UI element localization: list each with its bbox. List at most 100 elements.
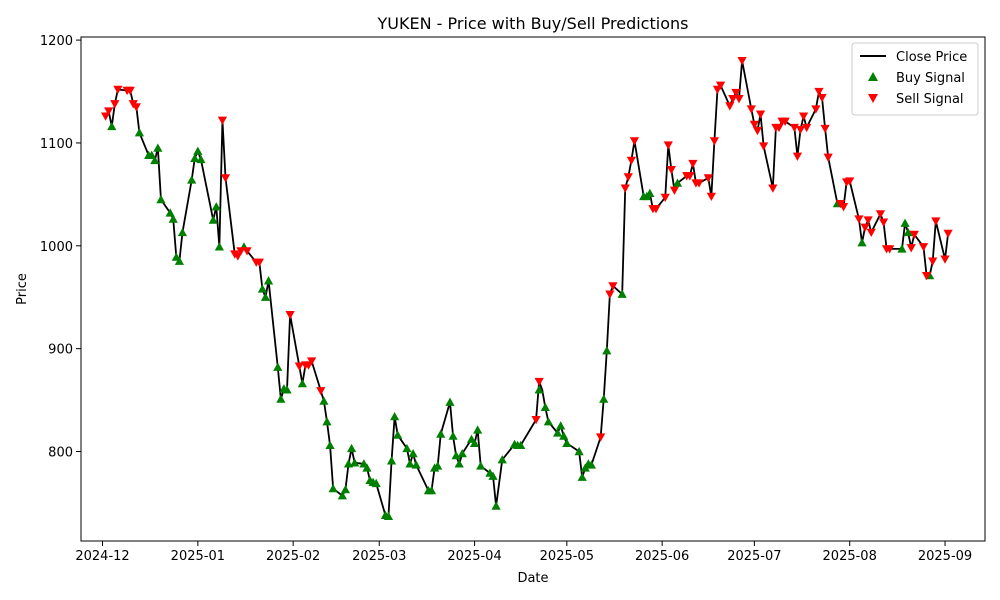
sell-signal-marker xyxy=(531,415,541,425)
sell-signal-marker xyxy=(100,112,111,121)
sell-signal-marker xyxy=(715,81,726,90)
sell-signal-marker xyxy=(236,247,246,256)
buy-signal-marker xyxy=(211,202,221,211)
buy-signal-marker xyxy=(457,448,467,458)
sell-signal-marker xyxy=(814,87,824,97)
y-tick-label: 800 xyxy=(48,446,73,461)
buy-signal-marker xyxy=(543,417,553,426)
sell-signal-marker xyxy=(660,193,670,203)
buy-signal-marker xyxy=(393,430,403,439)
sell-signal-marker xyxy=(798,112,809,121)
buy-signal-marker xyxy=(586,460,597,469)
x-tick-label: 2025-08 xyxy=(823,549,877,564)
sell-signal-marker xyxy=(316,387,326,396)
sell-signal-marker xyxy=(795,125,806,135)
buy-signal-marker xyxy=(190,153,200,163)
sell-signal-marker xyxy=(752,126,763,136)
buy-signal-marker xyxy=(214,242,224,251)
buy-signal-marker xyxy=(497,455,507,464)
sell-signal-marker xyxy=(928,257,938,266)
sell-signal-marker xyxy=(731,88,741,98)
buy-signal-marker xyxy=(448,431,458,440)
sell-signal-marker xyxy=(774,123,784,133)
legend-label-buy-signal: Buy Signal xyxy=(896,71,965,86)
buy-signal-marker xyxy=(602,346,612,355)
buy-signal-marker xyxy=(454,459,464,468)
sell-signal-marker xyxy=(860,223,870,232)
sell-signal-marker xyxy=(685,172,695,181)
buy-signal-marker xyxy=(540,402,550,411)
sell-signal-marker xyxy=(909,230,919,240)
x-axis-title: Date xyxy=(517,571,548,586)
buy-signal-marker xyxy=(903,227,913,237)
sell-signal-marker xyxy=(725,102,735,111)
buy-signal-marker xyxy=(208,215,218,224)
sell-signal-marker xyxy=(294,362,304,371)
sell-signal-marker xyxy=(104,107,114,116)
buy-signal-marker xyxy=(426,486,437,495)
buy-signal-marker xyxy=(153,143,163,152)
sell-signal-marker xyxy=(242,247,252,256)
y-tick-label: 1000 xyxy=(40,240,73,255)
sell-signal-marker xyxy=(688,159,698,169)
buy-signal-marker xyxy=(556,421,566,430)
buy-signal-marker xyxy=(408,448,418,458)
legend-label-sell-signal: Sell Signal xyxy=(896,92,964,107)
sell-signal-marker xyxy=(620,184,630,193)
buy-signal-marker xyxy=(276,394,286,403)
x-tick-label: 2025-04 xyxy=(447,549,501,564)
sell-signal-marker xyxy=(728,95,738,104)
buy-signal-marker xyxy=(857,238,867,247)
sell-signal-marker xyxy=(651,205,661,214)
sell-signal-marker xyxy=(706,192,716,202)
sell-signal-marker xyxy=(746,105,756,114)
sell-signal-marker xyxy=(666,166,676,175)
buy-signal-marker xyxy=(297,379,307,388)
sell-signal-marker xyxy=(307,357,317,366)
sell-signal-marker xyxy=(254,258,264,267)
sell-signal-marker xyxy=(875,210,886,219)
buy-signal-marker xyxy=(577,472,587,481)
sell-signal-marker xyxy=(734,95,744,104)
y-axis-title: Price xyxy=(15,273,30,305)
buy-signal-marker xyxy=(177,227,188,237)
buy-signal-marker xyxy=(672,178,683,187)
y-axis: 800 900 1000 1100 1200 xyxy=(40,34,81,461)
buy-signal-marker xyxy=(273,362,283,371)
buy-signal-marker xyxy=(371,478,381,488)
buy-signal-marker xyxy=(491,501,501,510)
buy-signal-marker xyxy=(436,429,446,438)
legend-label-close-price: Close Price xyxy=(896,50,967,65)
buy-signal-marker xyxy=(559,431,569,440)
sell-signal-marker xyxy=(921,271,932,281)
buy-signal-marker xyxy=(346,443,357,453)
y-tick-label: 1200 xyxy=(40,34,73,49)
plot-frame xyxy=(80,36,986,542)
y-tick-label: 1100 xyxy=(40,137,73,152)
x-tick-label: 2024-12 xyxy=(75,549,129,564)
sell-signal-marker xyxy=(823,153,833,162)
sell-signal-marker xyxy=(768,184,778,193)
sell-signal-marker xyxy=(663,141,673,150)
buy-signal-marker xyxy=(645,188,655,198)
sell-signal-marker xyxy=(703,174,713,183)
sell-signal-marker xyxy=(709,137,720,146)
buy-signal-marker xyxy=(328,483,338,493)
sell-signal-marker xyxy=(233,252,243,261)
sell-signal-marker xyxy=(220,174,231,183)
buy-signal-marker xyxy=(390,411,400,421)
sell-signal-marker xyxy=(780,117,790,126)
buy-signal-marker xyxy=(476,461,486,470)
buy-signal-marker xyxy=(562,438,572,447)
sell-signal-marker xyxy=(217,116,228,125)
sell-signal-marker xyxy=(878,218,889,227)
buy-signal-marker xyxy=(147,150,157,159)
buy-signal-marker xyxy=(150,155,160,165)
buy-signal-marker xyxy=(282,385,292,394)
buy-signal-marker xyxy=(433,461,443,470)
sell-signal-marker xyxy=(605,290,615,299)
sell-signal-marker xyxy=(626,156,636,166)
buy-signal-marker xyxy=(411,460,421,469)
x-tick-label: 2025-09 xyxy=(918,549,972,564)
